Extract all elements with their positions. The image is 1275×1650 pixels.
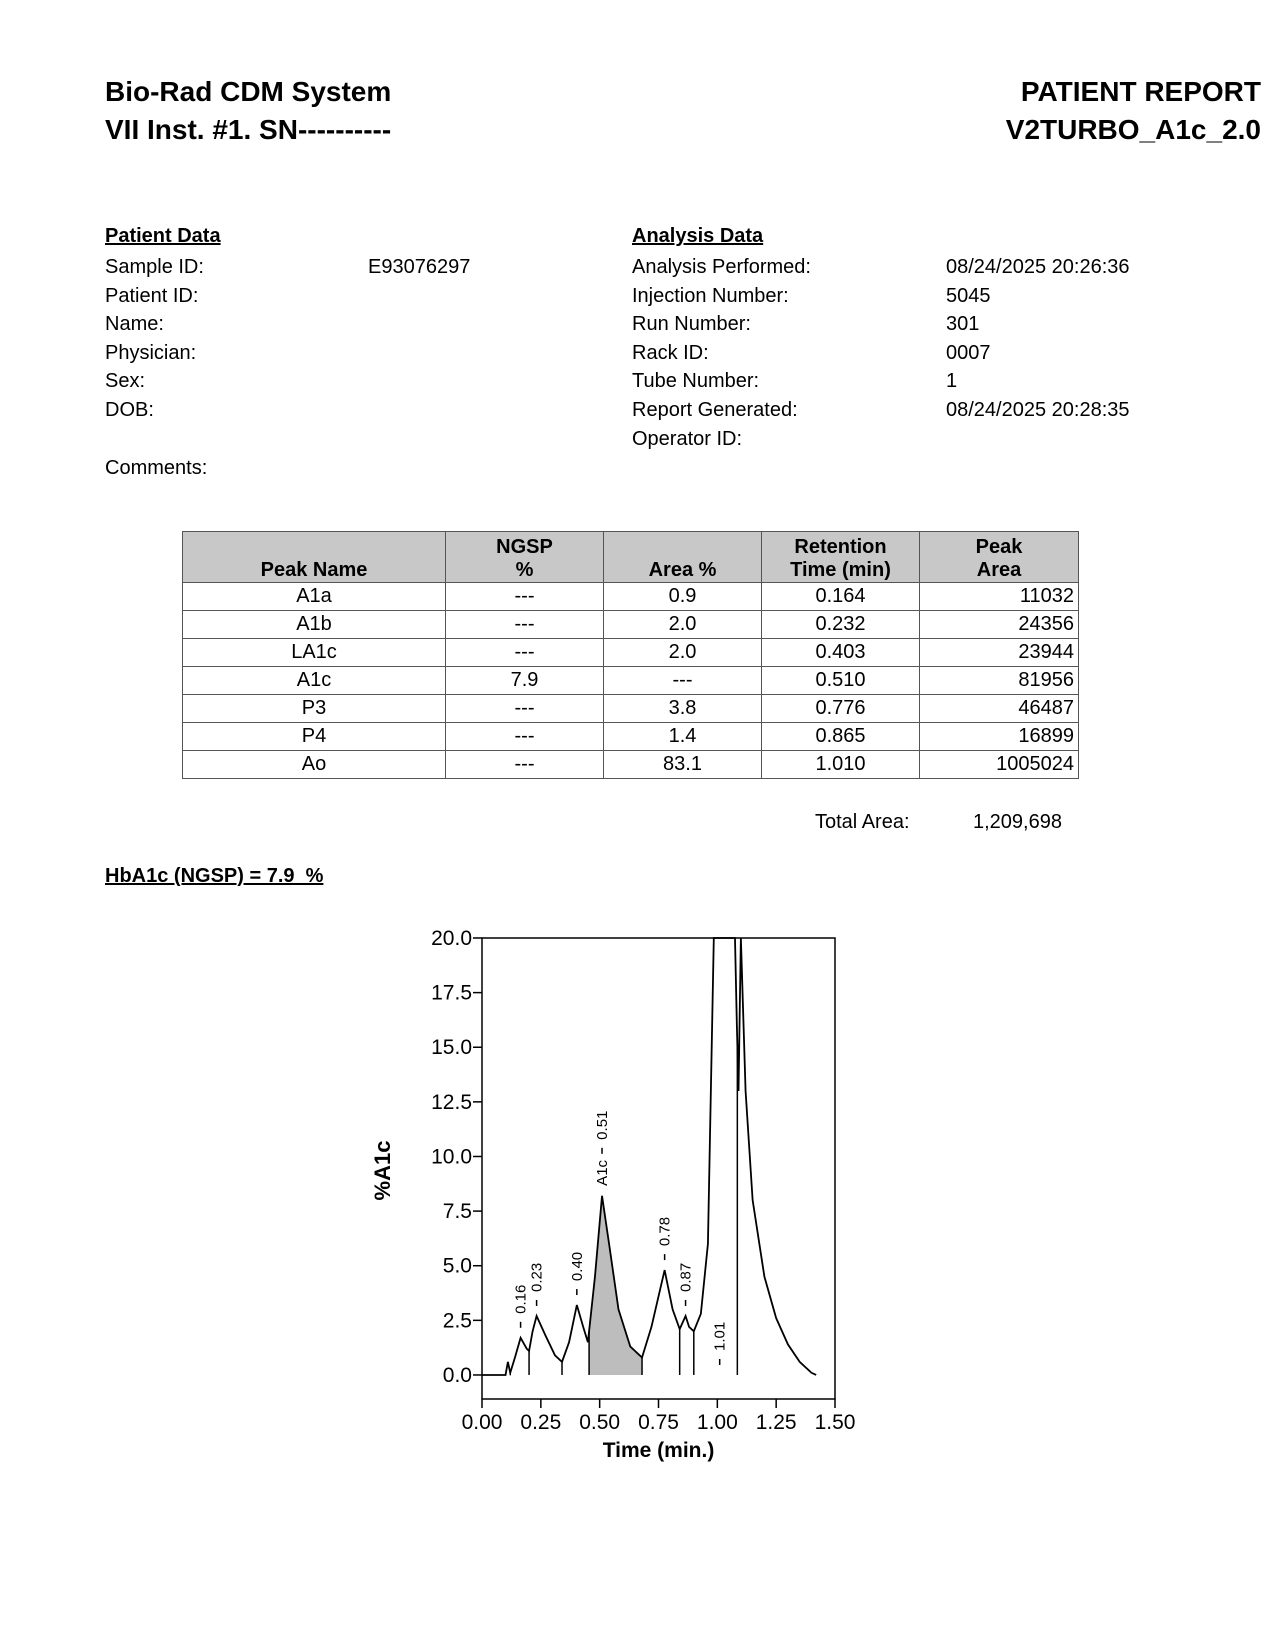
patient-title: Patient Data [105,225,221,247]
field-label: Tube Number: [632,370,760,393]
table-row: Ao --- 83.1 1.010 1005024 [182,750,1079,779]
x-tick-label: 1.50 [815,1411,856,1434]
field-value: 1 [946,370,958,393]
table-cell: Ao [182,750,446,779]
field-value: 08/24/2025 20:28:35 [946,399,1130,421]
y-tick-label: 20.0 [431,927,472,950]
table-cell: 0.9 [603,582,762,611]
field-label: Physician: [105,341,197,364]
table-cell: 81956 [919,666,1079,695]
table-row: LA1c --- 2.0 0.403 23944 [182,638,1079,667]
instrument: VII Inst. #1. SN---------- [105,114,392,145]
column-header: NGSP % [445,531,604,583]
field-label: Sample ID: [105,256,204,278]
field-label: Analysis Performed: [632,256,811,278]
table-cell: --- [445,750,604,779]
table-cell: 11032 [919,582,1079,611]
table-cell: A1c [182,666,446,695]
column-header: Peak Name [182,531,446,583]
field-label: Run Number: [632,313,751,336]
table-row: A1b --- 2.0 0.232 24356 [182,610,1079,639]
peak-name: A1c [594,1159,611,1185]
field-label: Injection Number: [632,284,789,307]
field-label: Operator ID: [632,427,743,450]
peak-label: 0.78 [657,1217,674,1246]
table-cell: 1.010 [761,750,920,779]
x-tick-label: 0.00 [462,1411,503,1434]
table-cell: --- [445,582,604,611]
total-label: Total Area: [815,811,910,833]
system-name: Bio-Rad CDM System [105,76,392,107]
analysis-title: Analysis Data [632,225,764,247]
table-cell: 23944 [919,638,1079,667]
table-cell: 0.510 [761,666,920,695]
shaded-peak [589,1195,643,1375]
field-label: Rack ID: [632,341,709,364]
y-tick-label: 15.0 [431,1036,472,1059]
plot-frame [481,937,836,1400]
peak-label: 0.40 [569,1252,586,1281]
y-tick-label: 7.5 [443,1200,472,1223]
column-header: Peak Area [919,531,1079,583]
column-header: Area % [603,531,762,583]
field-label: Patient ID: [105,284,199,307]
field-value: 0007 [946,341,991,364]
table-cell: 0.164 [761,582,920,611]
table-cell: A1a [182,582,446,611]
y-axis-label: %A1c [370,1141,395,1201]
field-value: 5045 [946,284,991,307]
table-cell: 0.232 [761,610,920,639]
table-cell: --- [603,666,762,695]
field-label: Sex: [105,370,146,393]
field-label: Report Generated: [632,399,798,421]
column-header: Retention Time (min) [761,531,920,583]
peak-label: 1.01 [712,1322,729,1351]
peak-label: 0.87 [678,1263,695,1292]
peak-label: 0.16 [513,1285,530,1314]
table-cell: P4 [182,722,446,751]
x-tick-label: 1.00 [697,1411,738,1434]
table-cell: 0.776 [761,694,920,723]
y-tick-label: 5.0 [443,1255,472,1278]
comments: Comments: [105,457,208,479]
y-tick-label: 10.0 [431,1145,472,1168]
table-cell: 1005024 [919,750,1079,779]
field-value: E93076297 [368,256,471,278]
table-cell: 1.4 [603,722,762,751]
x-axis-label: Time (min.) [603,1439,715,1462]
table-row: A1c 7.9 --- 0.510 81956 [182,666,1079,695]
table-cell: 83.1 [603,750,762,779]
peak-label: 0.23 [529,1263,546,1292]
field-label: Name: [105,313,164,336]
x-tick-label: 0.75 [638,1411,679,1434]
table-row: A1a --- 0.9 0.164 11032 [182,582,1079,611]
table-cell: 2.0 [603,638,762,667]
x-tick-label: 0.50 [579,1411,620,1434]
table-cell: P3 [182,694,446,723]
field-value: 301 [946,313,980,336]
y-tick-label: 17.5 [431,982,472,1005]
result: HbA1c (NGSP) = 7.9 % [105,865,324,887]
report-title: PATIENT REPORT [1020,76,1261,107]
field-label: DOB: [105,399,154,421]
y-tick-label: 2.5 [443,1309,472,1332]
x-tick-label: 1.25 [756,1411,797,1434]
chromatogram [482,937,817,1377]
table-cell: 2.0 [603,610,762,639]
table-cell: --- [445,722,604,751]
peak-label: 0.51 [594,1111,611,1140]
test-name: V2TURBO_A1c_2.0 [1005,114,1261,145]
y-tick-label: 0.0 [443,1364,472,1387]
table-cell: 0.403 [761,638,920,667]
x-tick-label: 0.25 [520,1411,561,1434]
y-tick-label: 12.5 [431,1091,472,1114]
total-value: 1,209,698 [973,811,1062,833]
peak-table: Peak Name NGSP % Area % Retention Time (min… [182,531,1079,779]
field-value: 08/24/2025 20:26:36 [946,256,1130,278]
